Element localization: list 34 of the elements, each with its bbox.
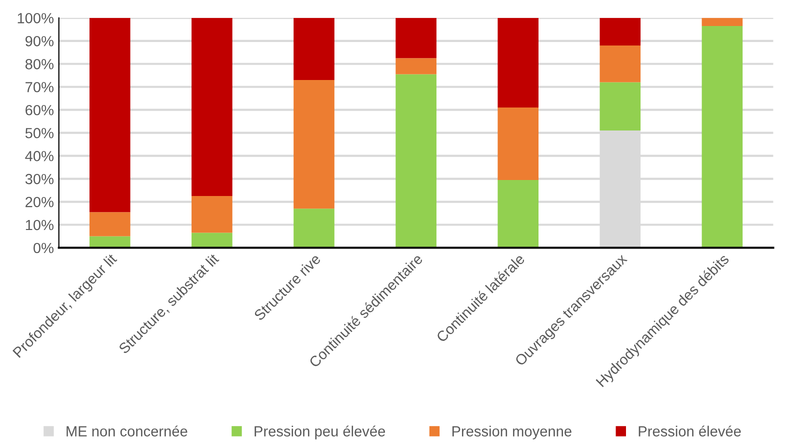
bar [294, 18, 334, 80]
bar [294, 208, 334, 248]
bar [702, 18, 743, 26]
legend-label: Pression moyenne [452, 426, 572, 440]
bar [498, 108, 539, 180]
bar [702, 26, 743, 248]
y-tick-label: 40% [25, 150, 54, 162]
bar [600, 18, 641, 46]
bar [294, 80, 334, 209]
bar [600, 82, 641, 131]
y-tick-label: 30% [25, 174, 54, 184]
bar [396, 74, 436, 248]
bar [192, 232, 232, 248]
bar [396, 58, 436, 74]
y-tick-label: 50% [25, 128, 54, 138]
bar [498, 180, 539, 248]
y-tick-label: 60% [26, 104, 54, 116]
y-tick-label: 90% [26, 36, 54, 46]
bar [498, 18, 539, 108]
legend-label: ME non concernée [66, 426, 188, 436]
y-tick-label: 0% [34, 242, 54, 254]
y-tick-label: 100% [18, 13, 54, 24]
bar [192, 18, 232, 196]
y-tick-label: 20% [26, 196, 54, 208]
y-tick-label: 70% [26, 82, 54, 92]
bar [396, 18, 436, 58]
bar [89, 18, 130, 212]
bar [192, 196, 232, 233]
legend-label: Pression élevée [638, 426, 741, 436]
y-tick-label: 10% [26, 220, 54, 230]
legend-label: Pression peu élevée [254, 426, 385, 440]
bar [600, 46, 641, 82]
bar [89, 212, 130, 236]
y-tick-label: 80% [25, 58, 54, 70]
